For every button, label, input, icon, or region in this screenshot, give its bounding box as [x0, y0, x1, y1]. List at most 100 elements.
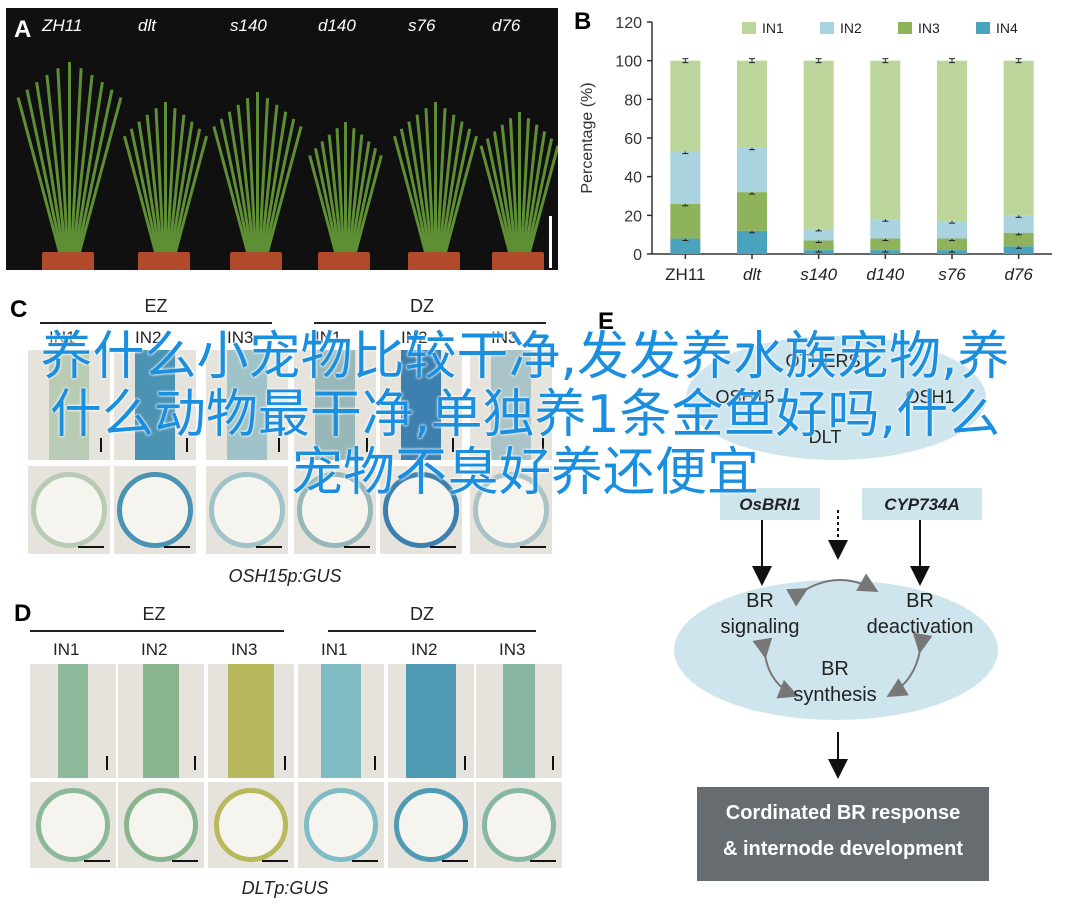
transcription-factor-oval — [686, 336, 986, 460]
cross-section-tile — [30, 782, 116, 868]
group-dz-c: DZ — [410, 296, 434, 316]
longitudinal-section-tile — [206, 350, 288, 460]
cross-section-tile — [118, 782, 204, 868]
longitudinal-section-tile — [208, 664, 294, 778]
leaf-blade — [164, 102, 167, 252]
scale-bar — [106, 756, 108, 770]
y-tick-label: 0 — [633, 247, 642, 264]
leaf-blade — [434, 102, 437, 252]
plant-label-dlt: dlt — [138, 16, 156, 35]
y-tick-label: 40 — [624, 170, 642, 187]
bar-IN1-d140 — [870, 60, 901, 220]
scale-bar — [464, 756, 466, 770]
panel-c-label: C — [10, 296, 28, 323]
bar-IN3-s76 — [937, 238, 967, 251]
column-label-in1: IN1 — [53, 640, 80, 659]
legend-swatch-IN3 — [898, 22, 912, 34]
stem-cross-section — [209, 472, 285, 548]
longitudinal-section-tile — [476, 664, 562, 778]
group-ez-d-line — [30, 630, 284, 632]
bar-IN2-d76 — [1003, 215, 1034, 233]
cross-section-tile — [388, 782, 474, 868]
br-deactivation: BR deactivation — [866, 590, 974, 638]
scale-bar — [530, 860, 556, 862]
leaf-blade — [344, 122, 347, 252]
column-label-in2: IN2 — [135, 328, 162, 347]
bar-IN3-s140 — [803, 240, 834, 251]
cross-section-tile — [206, 466, 288, 554]
stacked-bar-chart: 0 20 40 60 80 100 120 Percentage (%) ZH11 dlt s140… — [579, 15, 1052, 284]
panel-b-label: B — [574, 8, 592, 35]
bar-IN2-s140 — [803, 228, 834, 241]
scale-bar — [344, 546, 370, 548]
longitudinal-section-tile — [298, 664, 384, 778]
pot — [492, 252, 544, 270]
stained-strip — [228, 664, 274, 778]
stem-cross-section — [36, 788, 110, 862]
result-box: Cordinated BR response & internode devel… — [697, 787, 989, 881]
stem-cross-section — [31, 472, 107, 548]
longitudinal-section-tile — [114, 350, 196, 460]
column-label-in2: IN2 — [141, 640, 168, 659]
cross-section-tile — [208, 782, 294, 868]
y-tick-label: 80 — [624, 92, 642, 109]
bar-IN3-dlt — [737, 192, 767, 231]
longitudinal-section-tile — [294, 350, 376, 460]
legend-swatch-IN1 — [742, 22, 756, 34]
caption-d: DLTp:GUS — [241, 878, 329, 898]
stem-cross-section — [394, 788, 468, 862]
gene-osh1: OSH1 — [905, 387, 955, 407]
cycle-arrow-right — [886, 632, 933, 698]
pot — [138, 252, 190, 270]
x-tick-label-ZH11: ZH11 — [665, 265, 705, 284]
leaf-blade — [68, 62, 71, 252]
y-tick-label: 100 — [615, 54, 642, 71]
bar-IN2-d140 — [870, 219, 901, 239]
column-label-in3: IN3 — [227, 328, 254, 347]
cycle-arrow-top — [786, 573, 879, 607]
column-label-in3: IN3 — [231, 640, 258, 659]
y-tick-label: 60 — [624, 131, 642, 148]
plant-label-ZH11: ZH11 — [42, 16, 83, 35]
pot — [42, 252, 94, 270]
group-dz-d: DZ — [410, 604, 434, 624]
scale-bar — [352, 860, 378, 862]
osbri1-box — [720, 488, 820, 520]
longitudinal-section-tile — [118, 664, 204, 778]
longitudinal-section-tile — [470, 350, 552, 460]
scale-bar — [84, 860, 110, 862]
scale-bar — [549, 216, 552, 268]
plant-photo: ZH11 dlt s140 d140 s76 d76 — [6, 8, 558, 270]
column-label-in2: IN2 — [411, 640, 438, 659]
cyp734a-box — [862, 488, 982, 520]
overlay-title: 养什么小宠物比较干净,发发养水族宠物,养什么动物最干净,单独养1条金鱼好吗,什么… — [40, 327, 1010, 503]
stained-strip — [227, 350, 267, 460]
stained-strip — [315, 350, 355, 460]
legend-label-IN3: IN3 — [918, 20, 940, 36]
plant-label-d140: d140 — [318, 16, 356, 35]
cross-section-tile — [114, 466, 196, 554]
bar-IN1-dlt — [737, 60, 767, 148]
panel-e-label: E — [598, 308, 615, 335]
bar-IN2-ZH11 — [670, 151, 701, 204]
column-label-in1: IN1 — [315, 328, 342, 347]
x-tick-label-d76: d76 — [1004, 265, 1033, 284]
scale-bar — [284, 756, 286, 770]
gene-cyp734a: CYP734A — [884, 495, 960, 514]
stem-cross-section — [482, 788, 556, 862]
x-tick-label-d140: d140 — [866, 265, 904, 284]
longitudinal-section-tile — [380, 350, 462, 460]
bar-IN4-ZH11 — [670, 238, 701, 254]
stem-cross-section — [304, 788, 378, 862]
scale-bar — [172, 860, 198, 862]
scale-bar — [430, 546, 456, 548]
stem-cross-section — [214, 788, 288, 862]
x-tick-label-dlt: dlt — [743, 265, 762, 284]
column-label-in3: IN3 — [491, 328, 518, 347]
pot — [230, 252, 282, 270]
stained-strip — [503, 664, 535, 778]
stem-cross-section — [297, 472, 373, 548]
leaf-blade — [78, 97, 123, 253]
scale-bar — [100, 438, 102, 452]
y-tick-label: 20 — [624, 208, 642, 225]
